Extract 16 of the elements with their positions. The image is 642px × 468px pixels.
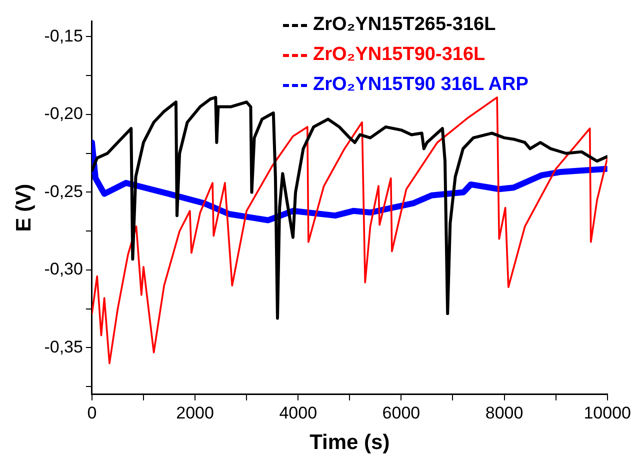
- y-tick-label: -0,15: [44, 26, 83, 46]
- legend-label: ZrO₂YN15T90 316L ARP: [313, 74, 528, 96]
- x-axis-title: Time (s): [310, 431, 390, 454]
- x-tick-label: 8000: [485, 403, 524, 422]
- y-tick-label: -0,35: [44, 337, 83, 356]
- legend-label: ZrO₂YN15T90-316L: [313, 44, 486, 66]
- x-tick-label: 4000: [279, 403, 318, 422]
- x-tick-label: 10000: [584, 403, 632, 422]
- x-tick-label: 0: [87, 403, 97, 422]
- y-axis-title: E (V): [12, 184, 36, 232]
- y-tick-label: -0,20: [44, 104, 83, 124]
- x-tick-label: 2000: [176, 403, 214, 422]
- y-tick-label: -0,25: [44, 182, 83, 201]
- legend-label: ZrO₂YN15T265-316L: [313, 14, 496, 36]
- x-tick-label: 6000: [382, 403, 420, 422]
- y-tick-label: -0,30: [44, 260, 83, 279]
